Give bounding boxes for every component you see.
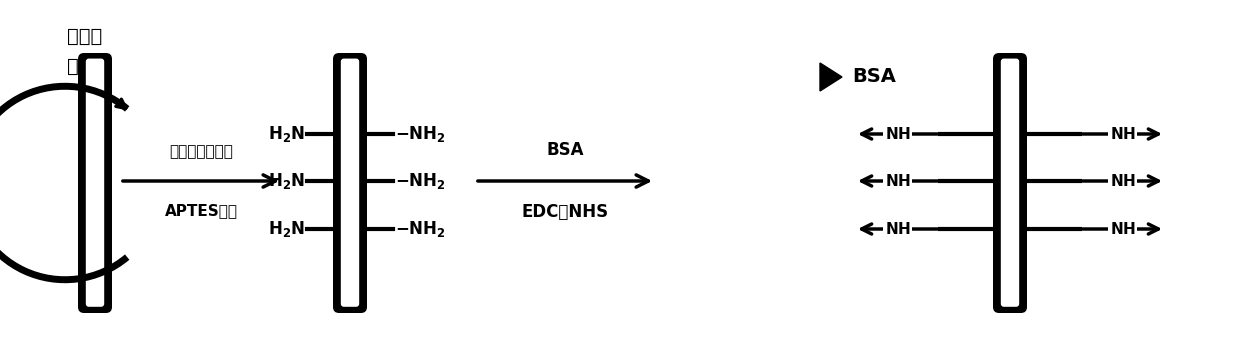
FancyBboxPatch shape — [86, 59, 104, 307]
Text: $\mathbf{-NH_2}$: $\mathbf{-NH_2}$ — [396, 219, 446, 239]
Text: $\mathbf{H_2N}$: $\mathbf{H_2N}$ — [268, 124, 305, 144]
Text: $\mathbf{H_2N}$: $\mathbf{H_2N}$ — [268, 171, 305, 191]
Text: $\mathbf{-NH_2}$: $\mathbf{-NH_2}$ — [396, 171, 446, 191]
Text: APTES处理: APTES处理 — [165, 203, 238, 218]
FancyBboxPatch shape — [993, 53, 1027, 313]
Text: $\mathbf{NH}$: $\mathbf{NH}$ — [1110, 173, 1136, 189]
Text: $\mathbf{NH}$: $\mathbf{NH}$ — [1110, 221, 1136, 237]
Polygon shape — [820, 63, 842, 91]
FancyBboxPatch shape — [334, 53, 367, 313]
Text: $\mathbf{NH}$: $\mathbf{NH}$ — [1110, 126, 1136, 142]
Text: EDC、NHS: EDC、NHS — [522, 203, 609, 221]
Text: 玻璎毛: 玻璎毛 — [67, 27, 102, 46]
FancyBboxPatch shape — [78, 53, 112, 313]
Text: BSA: BSA — [547, 141, 584, 159]
Text: BSA: BSA — [852, 67, 895, 87]
Text: 一系列溶剂处理: 一系列溶剂处理 — [169, 144, 233, 159]
Text: $\mathbf{-NH_2}$: $\mathbf{-NH_2}$ — [396, 124, 446, 144]
FancyBboxPatch shape — [1001, 59, 1019, 307]
Text: $\mathbf{H_2N}$: $\mathbf{H_2N}$ — [268, 219, 305, 239]
Text: $\mathbf{NH}$: $\mathbf{NH}$ — [884, 126, 910, 142]
Text: $\mathbf{NH}$: $\mathbf{NH}$ — [884, 221, 910, 237]
Text: 细管: 细管 — [67, 57, 91, 76]
FancyBboxPatch shape — [341, 59, 360, 307]
Text: $\mathbf{NH}$: $\mathbf{NH}$ — [884, 173, 910, 189]
